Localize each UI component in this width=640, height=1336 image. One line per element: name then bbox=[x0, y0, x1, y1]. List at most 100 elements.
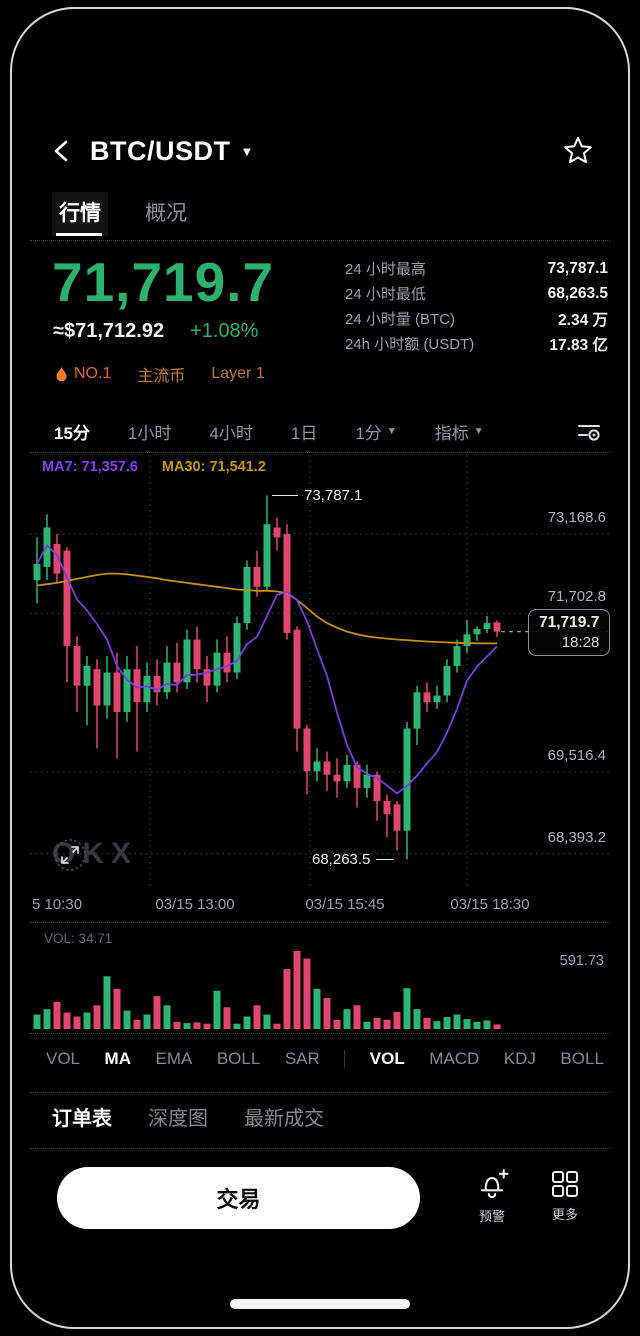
indicator-group-divider bbox=[344, 1050, 346, 1068]
stat-row-high: 24 小时最高 73,787.1 bbox=[345, 256, 608, 281]
flame-icon bbox=[56, 366, 67, 381]
indicator-boll-sub[interactable]: BOLL bbox=[560, 1049, 604, 1068]
token-badges: NO.1 主流币 Layer 1 bbox=[55, 362, 265, 386]
divider bbox=[30, 240, 610, 241]
timeframe-bar: 15分 1小时 4小时 1日 1分 ▼ 指标 ▼ bbox=[54, 414, 602, 448]
y-axis-label: 69,516.4 bbox=[547, 747, 606, 765]
x-axis-label: 03/15 18:30 bbox=[450, 896, 530, 913]
annotation-line bbox=[376, 858, 395, 861]
tab-order-book[interactable]: 订单表 bbox=[52, 1108, 112, 1130]
grid-more-icon bbox=[552, 1171, 578, 1197]
volume-current-label: VOL: 34.71 bbox=[44, 931, 113, 946]
badge-price: 71,719.7 bbox=[539, 613, 600, 631]
volume-panel[interactable]: VOL: 34.71 591.73 bbox=[30, 925, 612, 1032]
low-annotation-value: 68,263.5 bbox=[312, 850, 371, 868]
divider bbox=[30, 452, 610, 453]
timeframe-4h[interactable]: 4小时 bbox=[209, 423, 253, 443]
fullscreen-expand-icon[interactable] bbox=[52, 837, 88, 873]
pair-dropdown-caret-icon[interactable]: ▼ bbox=[240, 143, 254, 159]
volume-max-label: 591.73 bbox=[559, 953, 604, 969]
fiat-approx: ≈$71,712.92 bbox=[53, 320, 165, 342]
chevron-down-icon: ▼ bbox=[386, 425, 397, 437]
ma-legend: MA7: 71,357.6 MA30: 71,541.2 bbox=[42, 459, 266, 475]
top-tabs: 行情 概况 bbox=[52, 192, 194, 236]
price-approx-row: ≈$71,712.92 +1.08% bbox=[53, 320, 258, 343]
current-price-badge[interactable]: 71,719.7 18:28 bbox=[528, 608, 611, 657]
y-axis-label: 73,168.6 bbox=[547, 509, 606, 527]
candlestick-chart[interactable]: MA7: 71,357.6 MA30: 71,541.2 73,168.6 71,… bbox=[30, 455, 612, 890]
back-icon[interactable] bbox=[50, 138, 76, 164]
alert-bell-plus-icon bbox=[480, 1169, 509, 1199]
indicator-ma[interactable]: MA bbox=[104, 1049, 131, 1068]
chart-watermark: OKX bbox=[52, 837, 138, 871]
home-indicator[interactable] bbox=[230, 1299, 410, 1309]
indicator-tabs: VOL MA EMA BOLL SAR VOL MACD KDJ BOLL bbox=[46, 1040, 604, 1078]
indicator-vol-main[interactable]: VOL bbox=[46, 1049, 81, 1068]
ma7-label: MA7: 71,357.6 bbox=[42, 459, 138, 475]
indicator-dropdown-label: 指标 bbox=[434, 423, 469, 443]
stat-row-low: 24 小时最低 68,263.5 bbox=[345, 281, 608, 306]
indicator-sar[interactable]: SAR bbox=[284, 1049, 320, 1068]
stats-panel: 24 小时最高 73,787.1 24 小时最低 68,263.5 24 小时量… bbox=[345, 256, 608, 356]
y-axis-label: 68,393.2 bbox=[547, 828, 606, 846]
timeframe-1h[interactable]: 1小时 bbox=[127, 423, 172, 443]
stat-value: 17.83 亿 bbox=[549, 336, 608, 354]
badge-countdown: 18:28 bbox=[561, 633, 600, 651]
tab-overview[interactable]: 概况 bbox=[145, 202, 187, 225]
stat-row-volume-btc: 24 小时量 (BTC) 2.34 万 bbox=[345, 306, 608, 331]
high-annotation-value: 73,787.1 bbox=[304, 486, 363, 504]
x-axis: 5 10:30 03/15 13:00 03/15 15:45 03/15 18… bbox=[30, 893, 612, 919]
stat-label: 24 小时量 (BTC) bbox=[345, 311, 456, 328]
x-axis-label: 03/15 13:00 bbox=[155, 896, 235, 913]
category-badge-layer1[interactable]: Layer 1 bbox=[211, 365, 265, 382]
stat-value: 68,263.5 bbox=[547, 284, 608, 302]
tab-quotes[interactable]: 行情 bbox=[52, 192, 108, 236]
stat-label: 24 小时最高 bbox=[345, 261, 426, 278]
divider bbox=[30, 922, 610, 923]
alert-label: 预警 bbox=[478, 1209, 505, 1224]
bottom-tabs: 订单表 深度图 最新成交 bbox=[52, 1102, 324, 1131]
tab-latest-trades[interactable]: 最新成交 bbox=[244, 1108, 324, 1130]
stat-value: 73,787.1 bbox=[547, 259, 608, 277]
stat-value: 2.34 万 bbox=[558, 311, 608, 329]
header-bar: BTC/USDT ▼ bbox=[50, 130, 594, 172]
stat-label: 24 小时最低 bbox=[345, 286, 426, 303]
page-title: BTC/USDT bbox=[90, 135, 231, 166]
last-price: 71,719.7 bbox=[52, 251, 275, 313]
y-axis-label: 71,702.8 bbox=[547, 588, 606, 606]
low-annotation: 68,263.5 bbox=[312, 849, 395, 869]
ma30-label: MA30: 71,541.2 bbox=[161, 459, 266, 475]
favorite-star-icon[interactable] bbox=[562, 135, 594, 167]
annotation-line bbox=[272, 494, 298, 497]
stat-label: 24h 小时额 (USDT) bbox=[345, 336, 475, 353]
rank-badge[interactable]: NO.1 bbox=[55, 365, 111, 383]
indicator-dropdown[interactable]: 指标 ▼ bbox=[435, 419, 484, 444]
tab-depth-chart[interactable]: 深度图 bbox=[148, 1108, 208, 1130]
more-action[interactable]: 更多 bbox=[533, 1168, 597, 1223]
volume-plot bbox=[33, 951, 501, 1029]
indicator-kdj[interactable]: KDJ bbox=[503, 1049, 536, 1068]
rank-badge-label: NO.1 bbox=[74, 365, 112, 382]
more-label: 更多 bbox=[551, 1207, 578, 1222]
indicator-ema[interactable]: EMA bbox=[155, 1049, 193, 1068]
divider bbox=[30, 1033, 610, 1034]
timeframe-15m[interactable]: 15分 bbox=[54, 423, 90, 443]
chart-settings-icon[interactable] bbox=[576, 420, 602, 442]
indicator-macd[interactable]: MACD bbox=[429, 1049, 480, 1068]
okx-logo: OKX bbox=[52, 837, 139, 870]
candle-plot bbox=[30, 455, 612, 890]
divider bbox=[30, 1092, 610, 1093]
category-badge-mainstream[interactable]: 主流币 bbox=[137, 368, 186, 385]
indicator-vol-sub[interactable]: VOL bbox=[369, 1049, 405, 1068]
timeframe-1d[interactable]: 1日 bbox=[290, 423, 318, 443]
stat-row-turnover-usdt: 24h 小时额 (USDT) 17.83 亿 bbox=[345, 331, 608, 356]
change-percent: +1.08% bbox=[190, 320, 259, 342]
high-annotation: 73,787.1 bbox=[272, 485, 362, 505]
chevron-down-icon: ▼ bbox=[473, 425, 484, 437]
indicator-boll-main[interactable]: BOLL bbox=[216, 1049, 261, 1068]
period-dropdown[interactable]: 1分 ▼ bbox=[355, 419, 396, 444]
price-alert-action[interactable]: 预警 bbox=[460, 1168, 524, 1225]
x-axis-label: 5 10:30 bbox=[32, 896, 83, 913]
trade-button[interactable]: 交易 bbox=[57, 1167, 420, 1229]
